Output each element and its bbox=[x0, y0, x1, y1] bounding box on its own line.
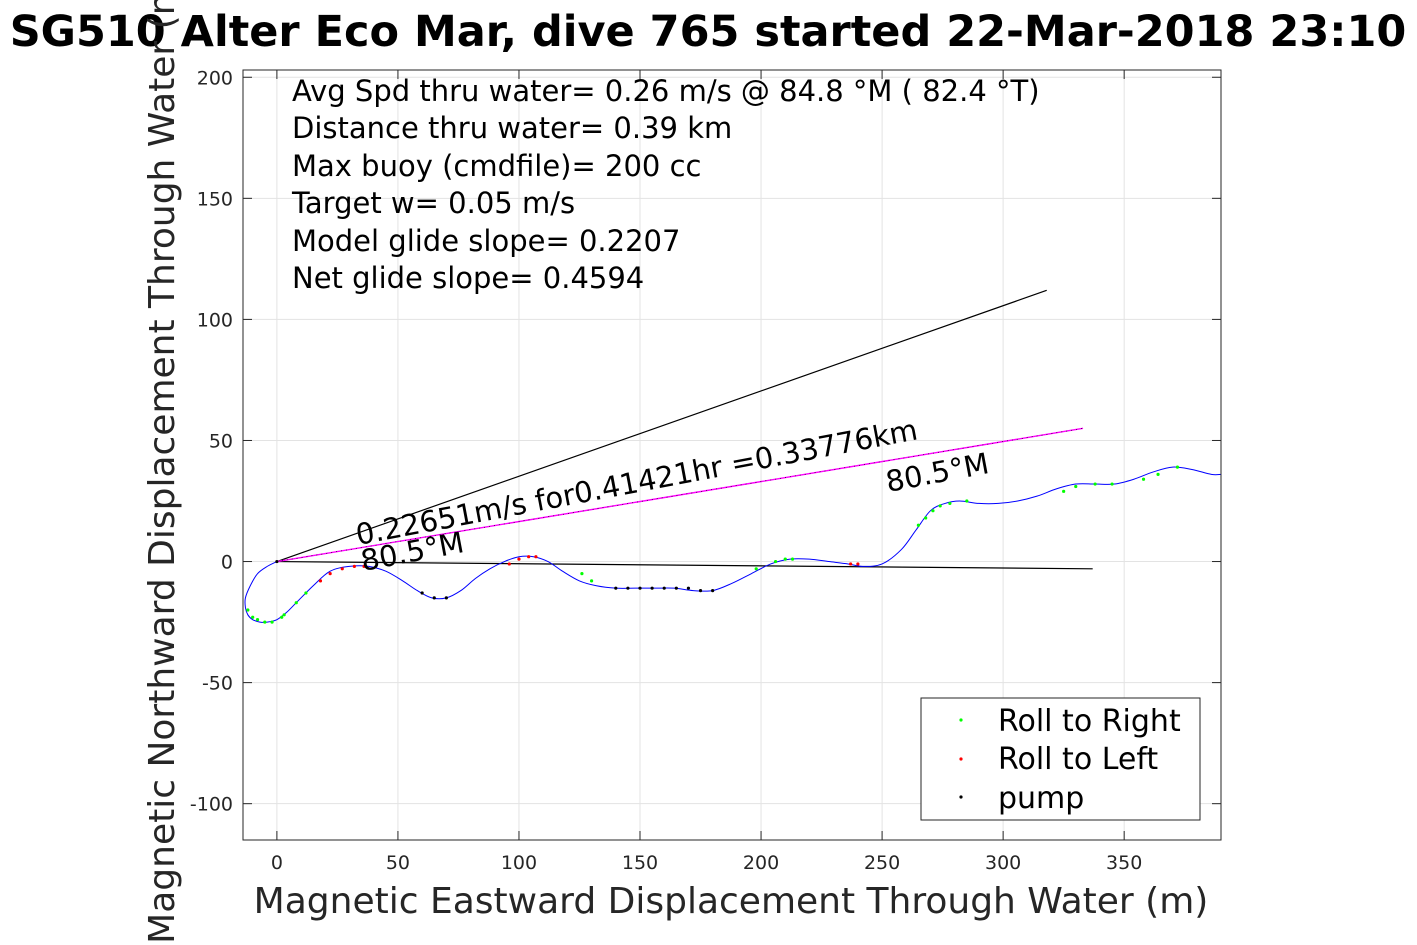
roll-right-marker bbox=[1093, 482, 1097, 486]
pump-marker bbox=[698, 588, 703, 593]
info-target-w: Target w= 0.05 m/s bbox=[291, 186, 575, 220]
roll-left-marker bbox=[352, 564, 356, 568]
x-tick-label: 300 bbox=[985, 852, 1021, 874]
roll-right-marker bbox=[938, 504, 942, 508]
reference-lines bbox=[276, 289, 1093, 570]
x-tick-label: 0 bbox=[271, 852, 283, 874]
legend-swatch-roll-left bbox=[959, 757, 963, 761]
roll-right-marker bbox=[924, 516, 928, 520]
roll-right-marker bbox=[304, 591, 308, 595]
plot-frame bbox=[242, 69, 1222, 841]
roll-right-marker bbox=[790, 557, 795, 561]
info-distance: Distance thru water= 0.39 km bbox=[292, 111, 732, 145]
info-net-glide-slope: Net glide slope= 0.4594 bbox=[292, 261, 644, 295]
roll-right-marker bbox=[948, 501, 952, 506]
y-axis-label: Magnetic Northward Displacement Through … bbox=[142, 0, 183, 944]
x-tick-label: 200 bbox=[743, 852, 779, 874]
x-tick-label: 150 bbox=[622, 852, 658, 874]
roll-left-marker bbox=[507, 562, 511, 566]
info-avg-speed: Avg Spd thru water= 0.26 m/s @ 84.8 °M (… bbox=[292, 74, 1040, 108]
chart-title: SG510 Alter Eco Mar, dive 765 started 22… bbox=[10, 7, 1407, 57]
heading-line-dots bbox=[276, 428, 1084, 562]
info-max-buoy: Max buoy (cmdfile)= 200 cc bbox=[292, 149, 701, 183]
pump-marker bbox=[650, 586, 654, 590]
pump-marker bbox=[614, 586, 618, 590]
pump-marker bbox=[638, 586, 642, 590]
roll-right-marker bbox=[294, 601, 298, 605]
roll-right-marker bbox=[580, 572, 584, 576]
y-tick-label: 150 bbox=[197, 188, 233, 210]
grid-lines bbox=[243, 70, 1221, 840]
y-tick-label: 0 bbox=[221, 552, 233, 574]
pump-marker bbox=[275, 559, 279, 564]
y-tick-label: 50 bbox=[209, 430, 233, 452]
roll-left-marker bbox=[849, 562, 853, 566]
x-axis-label: Magnetic Eastward Displacement Through W… bbox=[254, 881, 1209, 922]
legend-label-roll-left: Roll to Left bbox=[998, 742, 1158, 777]
roll-right-marker bbox=[255, 618, 260, 622]
x-tick-label: 50 bbox=[386, 852, 410, 874]
roll-left-marker bbox=[527, 555, 531, 559]
roll-right-marker bbox=[282, 613, 286, 617]
legend-box bbox=[920, 697, 1201, 821]
dive-track bbox=[244, 466, 1222, 623]
axis-ticks: 0 50 100 150 200 250 300 350 -100 -50 0 50 100 150 200 bbox=[190, 67, 1221, 874]
info-model-glide-slope: Model glide slope= 0.2207 bbox=[292, 224, 680, 258]
pump-marker bbox=[662, 586, 666, 590]
reference-line bbox=[276, 289, 1047, 563]
legend-label-pump: pump bbox=[998, 781, 1084, 816]
roll-right-marker bbox=[1175, 465, 1180, 469]
roll-left-marker bbox=[318, 579, 323, 583]
pump-marker bbox=[711, 588, 715, 593]
roll-left-marker bbox=[534, 555, 538, 559]
track-line bbox=[244, 466, 1222, 623]
y-tick-label: -100 bbox=[190, 794, 233, 816]
legend-label-roll-right: Roll to Right bbox=[998, 704, 1181, 739]
roll-right-marker bbox=[1141, 477, 1146, 481]
y-tick-label: 200 bbox=[197, 67, 233, 89]
pump-marker bbox=[686, 586, 691, 590]
x-tick-label: 100 bbox=[501, 852, 537, 874]
x-tick-label: 350 bbox=[1106, 852, 1142, 874]
roll-left-marker bbox=[517, 557, 521, 561]
roll-right-marker bbox=[1156, 472, 1160, 476]
y-tick-label: -50 bbox=[202, 673, 233, 695]
legend-swatch-pump bbox=[959, 795, 963, 799]
roll-right-marker bbox=[931, 509, 935, 513]
roll-right-marker bbox=[280, 615, 284, 619]
roll-left-marker bbox=[340, 567, 344, 571]
pump-marker bbox=[432, 596, 436, 600]
y-tick-label: 100 bbox=[197, 309, 233, 331]
roll-right-marker bbox=[263, 620, 267, 624]
pump-marker bbox=[626, 586, 630, 590]
roll-right-marker bbox=[251, 615, 255, 619]
legend: Roll to Right Roll to Left pump bbox=[920, 697, 1201, 821]
roll-right-marker bbox=[916, 523, 921, 527]
roll-right-marker bbox=[270, 620, 274, 624]
roll-right-marker bbox=[1062, 489, 1066, 493]
roll-right-marker bbox=[1110, 482, 1114, 486]
x-tick-label: 250 bbox=[864, 852, 900, 874]
pump-marker bbox=[674, 586, 678, 590]
info-box: Avg Spd thru water= 0.26 m/s @ 84.8 °M (… bbox=[291, 74, 1040, 295]
reference-line bbox=[276, 560, 1093, 570]
roll-right-marker bbox=[1074, 484, 1078, 489]
roll-right-marker bbox=[754, 567, 758, 571]
roll-right-marker bbox=[589, 579, 594, 583]
roll-right-marker bbox=[773, 559, 778, 564]
pump-marker bbox=[444, 596, 448, 600]
track-markers bbox=[246, 465, 1180, 624]
pump-marker bbox=[420, 591, 424, 595]
roll-left-marker bbox=[362, 564, 366, 568]
legend-swatch-roll-right bbox=[959, 718, 963, 722]
roll-right-marker bbox=[783, 557, 787, 561]
roll-left-marker bbox=[328, 572, 332, 576]
roll-right-marker bbox=[965, 499, 969, 503]
roll-right-marker bbox=[246, 608, 250, 612]
roll-left-marker bbox=[856, 562, 860, 566]
